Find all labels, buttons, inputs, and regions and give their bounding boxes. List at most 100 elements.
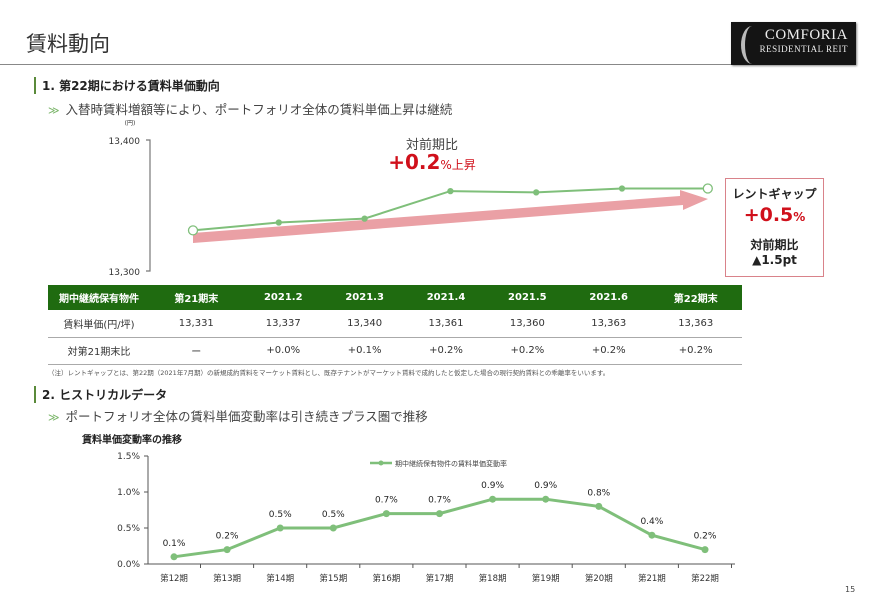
data-point <box>542 495 550 503</box>
section2-heading: 2. ヒストリカルデータ <box>34 386 167 403</box>
x-tick-label: 第18期 <box>479 573 507 584</box>
legend-marker <box>378 460 384 466</box>
callout-value: +0.2%上昇 <box>388 150 476 174</box>
data-point <box>436 510 443 518</box>
x-tick-label: 第14期 <box>266 573 294 584</box>
table-cell: +0.1% <box>323 337 406 365</box>
data-label: 0.1% <box>163 539 186 549</box>
rent-unit-chart: 13,400 13,300 (円) <box>109 120 713 278</box>
table-cell: 賃料単価(円/坪) <box>48 310 150 338</box>
table-header-cell: 2021.4 <box>405 285 487 310</box>
table-header-cell: 期中継続保有物件 <box>48 285 150 310</box>
data-point <box>489 495 497 503</box>
y-tick-label: 0.0% <box>117 560 140 570</box>
table-cell: 13,363 <box>649 310 742 338</box>
page-number: 15 <box>845 585 856 594</box>
table-row: 対第21期末比ー +0.0% +0.1% +0.2% +0.2% +0.2% +0.2% <box>48 337 742 365</box>
table-header-cell: 第22期末 <box>649 285 742 310</box>
data-label: 0.5% <box>269 510 292 520</box>
table-cell: 13,331 <box>150 310 243 338</box>
data-point <box>361 215 368 222</box>
callout-label: 対前期比 <box>405 138 458 153</box>
y-tick-label: 1.5% <box>117 452 140 462</box>
data-point <box>595 502 603 510</box>
data-label: 0.4% <box>640 517 663 527</box>
table-header-cell: 2021.5 <box>486 285 569 310</box>
table-cell: +0.0% <box>242 337 324 365</box>
table-header-cell: 2021.2 <box>242 285 324 310</box>
data-point <box>170 553 178 561</box>
data-point <box>187 225 199 236</box>
table-cell: +0.2% <box>568 337 650 365</box>
rent-gap-value: +0.5 <box>743 204 794 226</box>
y-tick-label: 13,400 <box>109 137 141 147</box>
x-tick-label: 第12期 <box>160 573 188 584</box>
y-tick-label: 1.0% <box>117 488 140 498</box>
y-tick-label: 0.5% <box>117 524 140 534</box>
table-cell: +0.2% <box>405 337 487 365</box>
section1-bullet: ≫ 入替時賃料増額等により、ポートフォリオ全体の賃料単価上昇は継続 <box>48 102 453 117</box>
data-point <box>329 524 337 532</box>
table-cell: 13,361 <box>405 310 487 338</box>
data-point <box>276 524 284 532</box>
table-header-cell: 2021.3 <box>323 285 406 310</box>
table-cell: +0.2% <box>649 337 742 365</box>
data-label: 0.7% <box>428 496 451 506</box>
chart2-title: 賃料単価変動率の推移 <box>82 435 182 446</box>
table-cell: 13,340 <box>323 310 406 338</box>
legend-label: 期中継続保有物件の賃料単価変動率 <box>395 459 507 468</box>
data-point <box>382 510 390 518</box>
data-point <box>618 185 626 192</box>
data-point <box>533 189 540 196</box>
data-point <box>275 219 282 226</box>
x-tick-label: 第16期 <box>372 573 400 584</box>
page-title: 賃料動向 <box>26 32 110 56</box>
data-label: 0.8% <box>587 488 610 498</box>
data-label: 0.5% <box>322 510 345 520</box>
table-cell: 13,360 <box>486 310 569 338</box>
trend-arrow <box>193 190 708 243</box>
rent-gap-compare-value: ▲1.5pt <box>752 253 797 267</box>
data-label: 0.9% <box>534 481 557 491</box>
series-line <box>173 497 706 559</box>
divider <box>0 64 735 65</box>
rent-change-chart: 0.0% 0.5% 1.0% 1.5% 第12期 第13期 第14期 第15期 第16期 第17期… <box>117 452 735 584</box>
table-header-cell: 2021.6 <box>568 285 650 310</box>
series-line <box>192 187 708 232</box>
table-cell: 13,363 <box>568 310 650 338</box>
rent-gap-box: レントギャップ +0.5% 対前期比 ▲1.5pt <box>725 178 824 277</box>
data-label: 0.9% <box>481 481 504 491</box>
data-label: 0.7% <box>375 496 398 506</box>
section2-bullet: ≫ ポートフォリオ全体の賃料単価変動率は引き続きプラス圏で推移 <box>48 409 428 424</box>
table-cell: 対第21期末比 <box>48 337 150 365</box>
table-row: 賃料単価(円/坪) 13,331 13,337 13,340 13,361 13,360 1… <box>48 310 742 338</box>
y-axis <box>146 139 151 272</box>
footnote: （注）レントギャップとは、第22期（2021年7月期）の新規成約賃料をマーケット… <box>48 369 610 377</box>
rent-gap-label: レントギャップ <box>732 187 817 201</box>
table-header-cell: 第21期末 <box>150 285 243 310</box>
data-point <box>701 546 709 554</box>
rent-gap-compare-label: 対前期比 <box>750 238 799 252</box>
x-tick-label: 第22期 <box>691 573 719 584</box>
data-point <box>223 546 231 554</box>
x-tick-label: 第19期 <box>532 573 560 584</box>
x-tick-label: 第13期 <box>213 573 241 584</box>
section1-heading: 1. 第22期における賃料単価動向 <box>34 77 220 94</box>
table-cell: ー <box>150 337 243 365</box>
table-cell: 13,337 <box>242 310 324 338</box>
data-label: 0.2% <box>694 532 717 542</box>
y-tick-label: 13,300 <box>109 268 141 278</box>
x-tick-label: 第20期 <box>585 573 613 584</box>
data-label: 0.2% <box>216 532 239 542</box>
table-cell: +0.2% <box>486 337 569 365</box>
logo: COMFORIA RESIDENTIAL REIT <box>731 22 856 65</box>
rent-table: 期中継続保有物件 第21期末 2021.2 2021.3 2021.4 2021.5 202… <box>48 285 742 365</box>
data-point <box>702 183 713 194</box>
x-tick-label: 第15期 <box>319 573 347 584</box>
table-header-row: 期中継続保有物件 第21期末 2021.2 2021.3 2021.4 2021.5 202… <box>48 285 742 310</box>
data-point <box>447 187 454 195</box>
data-point <box>648 531 656 539</box>
x-tick-label: 第17期 <box>426 573 454 584</box>
unit-label: (円) <box>125 120 136 127</box>
x-tick-label: 第21期 <box>638 573 666 584</box>
